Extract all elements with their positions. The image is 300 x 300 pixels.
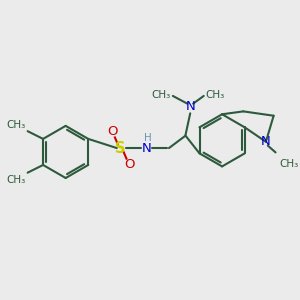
Text: N: N <box>185 100 195 113</box>
Text: CH₃: CH₃ <box>206 90 225 100</box>
Text: O: O <box>124 158 135 171</box>
Text: CH₃: CH₃ <box>7 120 26 130</box>
Text: S: S <box>116 141 126 156</box>
Text: CH₃: CH₃ <box>7 175 26 184</box>
Text: N: N <box>261 135 271 148</box>
Text: CH₃: CH₃ <box>279 159 299 169</box>
Text: O: O <box>107 125 117 138</box>
Text: CH₃: CH₃ <box>152 90 171 100</box>
Text: N: N <box>142 142 152 154</box>
Text: H: H <box>144 133 152 143</box>
